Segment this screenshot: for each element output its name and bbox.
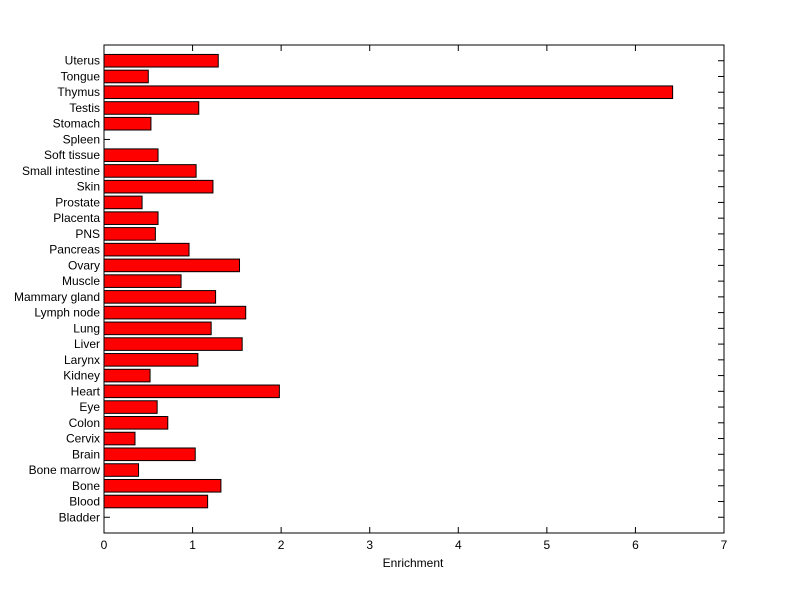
bar-tongue: [103, 69, 149, 84]
y-tick-label: Larynx: [64, 353, 100, 367]
bar-bone-marrow: [103, 463, 140, 477]
y-tick-label: Bladder: [59, 510, 100, 524]
y-tick-label: Stomach: [53, 117, 100, 131]
y-tick-label: Blood: [69, 495, 100, 509]
x-tick-label: 0: [101, 538, 108, 552]
x-tick-labels: 0 1 2 3 4 5 6 7: [101, 538, 728, 552]
y-tick-label: Eye: [79, 400, 100, 414]
x-tick-label: 2: [278, 538, 285, 552]
bar-heart: [103, 384, 280, 399]
bars-group: [103, 53, 674, 509]
bar-lymph-node: [103, 305, 247, 320]
x-axis-title: Enrichment: [383, 556, 444, 570]
bar-pns: [103, 227, 156, 241]
y-tick-label: Lymph node: [34, 306, 100, 320]
plot-area: [103, 44, 725, 534]
x-tick-label: 3: [366, 538, 373, 552]
bar-prostate: [103, 195, 143, 210]
bar-pancreas: [103, 242, 190, 257]
bar-bone: [103, 478, 222, 493]
bar-colon: [103, 416, 169, 430]
y-tick-label: Mammary gland: [14, 290, 100, 304]
bar-brain: [103, 447, 196, 462]
x-tick-label: 7: [721, 538, 728, 552]
bar-uterus: [103, 53, 219, 68]
bar-placenta: [103, 211, 159, 225]
bar-mammary-gland: [103, 290, 217, 304]
y-tick-label: Cervix: [66, 432, 100, 446]
bar-larynx: [103, 353, 199, 367]
bar-eye: [103, 400, 158, 414]
bar-soft-tissue: [103, 148, 159, 162]
bar-stomach: [103, 116, 152, 131]
y-tick-label: Skin: [77, 180, 100, 194]
y-tick-label: Colon: [69, 416, 100, 430]
y-tick-label: Heart: [71, 384, 101, 398]
y-tick-label: Prostate: [55, 195, 100, 209]
y-tick-label: Placenta: [53, 211, 100, 225]
y-tick-label: Liver: [74, 337, 100, 351]
y-tick-label: Soft tissue: [44, 148, 100, 162]
y-tick-label: Thymus: [57, 85, 100, 99]
y-tick-label: Kidney: [63, 369, 100, 383]
bar-blood: [103, 494, 209, 509]
x-tick-label: 6: [632, 538, 639, 552]
bar-small-intestine: [103, 164, 197, 178]
bar-testis: [103, 101, 200, 115]
bar-liver: [103, 337, 243, 351]
x-tick-label: 4: [455, 538, 462, 552]
y-tick-label: Pancreas: [49, 243, 100, 257]
x-tick-label: 1: [189, 538, 196, 552]
y-tick-label: PNS: [75, 227, 100, 241]
y-tick-label: Bone marrow: [29, 463, 101, 477]
y-tick-label: Testis: [69, 101, 100, 115]
y-tick-label: Lung: [73, 321, 100, 335]
bar-muscle: [103, 274, 182, 288]
x-tick-label: 5: [544, 538, 551, 552]
y-tick-label: Spleen: [63, 132, 100, 146]
y-tick-label: Tongue: [61, 69, 101, 83]
bar-thymus: [103, 85, 674, 100]
bar-kidney: [103, 368, 151, 383]
y-tick-label: Small intestine: [22, 164, 100, 178]
y-tick-label: Ovary: [68, 258, 100, 272]
y-tick-label: Uterus: [65, 54, 100, 68]
bar-cervix: [103, 431, 136, 446]
bar-lung: [103, 321, 212, 336]
y-tick-label: Brain: [72, 447, 100, 461]
bar-ovary: [103, 258, 241, 273]
y-tick-label: Bone: [72, 479, 100, 493]
bar-skin: [103, 179, 214, 194]
y-tick-label: Muscle: [62, 274, 100, 288]
